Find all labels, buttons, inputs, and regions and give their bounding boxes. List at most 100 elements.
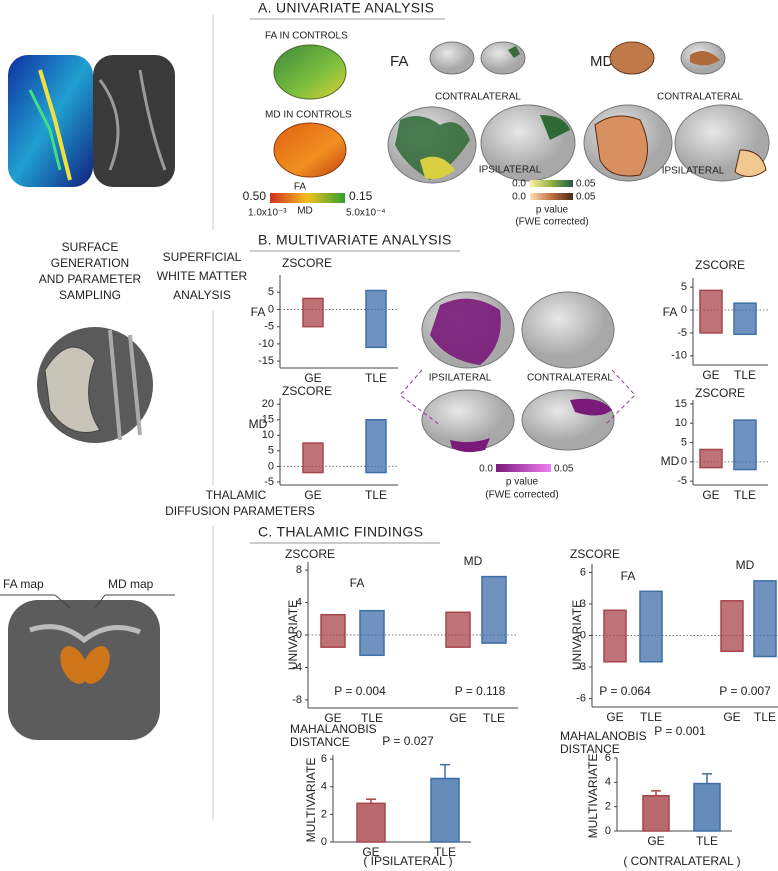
y-tick-label: -5	[677, 327, 687, 339]
hemisphere-label: IPSILATERAL	[479, 165, 542, 176]
p-value: P = 0.007	[719, 684, 771, 698]
x-tick-label: GE	[324, 711, 341, 725]
hemisphere-label: CONTRALATERAL	[527, 373, 613, 384]
scale-label: (FWE corrected)	[485, 490, 558, 501]
x-title: ( CONTRALATERAL )	[623, 854, 740, 868]
dti-image	[8, 55, 175, 187]
y-tick-label: -5	[264, 476, 274, 488]
box	[359, 609, 385, 657]
scale-label: FA	[294, 182, 307, 193]
brain	[421, 389, 515, 451]
y-tick-label: -8	[292, 694, 302, 706]
scale-label: 1.0x10⁻³	[248, 208, 287, 219]
x-tick-label: TLE	[483, 711, 505, 725]
stage-label: SUPERFICIAL	[163, 250, 242, 264]
y-tick-label: 0	[268, 303, 274, 315]
panel-title: C. THALAMIC FINDINGS	[258, 524, 423, 540]
hemisphere-label: CONTRALATERAL	[657, 92, 743, 103]
effect	[570, 398, 612, 416]
x-tick-label: TLE	[696, 834, 718, 848]
x-tick-label: TLE	[754, 710, 776, 724]
p-value: P = 0.027	[382, 734, 434, 748]
box	[699, 289, 723, 334]
hemisphere-label: IPSILATERAL	[429, 373, 492, 384]
box	[320, 613, 346, 648]
y-tick-label: -10	[671, 350, 687, 362]
y-tick-label: 8	[296, 564, 302, 576]
chart-title: MAHALANOBIS	[290, 722, 377, 736]
p-value: P = 0.118	[455, 684, 506, 698]
x-tick-label: TLE	[365, 488, 387, 502]
y-title: ZSCORE	[285, 547, 335, 561]
y-title: ZSCORE	[695, 258, 745, 272]
effect	[420, 156, 455, 179]
y-tick-label: 6	[580, 566, 586, 578]
x-tick-label: GE	[702, 488, 719, 502]
brain	[480, 41, 526, 75]
measure-label: MD	[590, 53, 613, 70]
y-tick-label: 0	[681, 456, 687, 468]
scale-label: 0.0	[479, 464, 493, 475]
brain-label: FA IN CONTROLS	[265, 31, 348, 42]
y-tick-label: 2	[321, 808, 327, 820]
colorbar	[530, 180, 573, 187]
stage-label: THALAMIC	[206, 488, 267, 502]
box	[720, 600, 744, 653]
y-tick-label: 0	[681, 304, 687, 316]
x-title: ( IPSILATERAL )	[363, 854, 452, 868]
bar	[693, 782, 721, 832]
axis-label: MULTIVARIATE	[586, 754, 600, 839]
brain	[609, 41, 655, 75]
row-label: MD	[249, 417, 268, 431]
y-tick-label: 0	[605, 825, 611, 837]
x-tick-label: TLE	[361, 711, 383, 725]
y-tick-label: 0	[321, 836, 327, 848]
group-label: MD	[736, 558, 755, 572]
x-tick-label: GE	[606, 710, 623, 724]
x-tick-label: TLE	[734, 488, 756, 502]
hemisphere-label: CONTRALATERAL	[435, 92, 521, 103]
scale-label: p value	[536, 205, 569, 216]
y-tick-label: 5	[268, 445, 274, 457]
scale-label: 0.05	[554, 464, 574, 475]
bar	[642, 794, 670, 832]
effect	[734, 149, 767, 177]
axis-label: UNIVARIATE	[286, 600, 300, 670]
x-tick-label: GE	[304, 371, 321, 385]
row-label: FA	[251, 305, 266, 319]
scale-label: (FWE corrected)	[515, 217, 588, 228]
effect	[508, 46, 520, 58]
scale-label: p value	[506, 477, 539, 488]
y-title: ZSCORE	[282, 256, 332, 270]
scale-label: 0.0	[512, 179, 526, 190]
scale-label: 5.0x10⁻⁴	[346, 208, 386, 219]
p-value: P = 0.001	[654, 724, 706, 738]
chart-title: DISTANCE	[560, 742, 620, 756]
md-map-label: MD map	[108, 577, 154, 591]
effect	[395, 116, 470, 180]
x-tick-label: TLE	[434, 845, 456, 859]
y-tick-label: 0	[268, 460, 274, 472]
brain	[273, 44, 347, 100]
box	[733, 302, 757, 336]
scale-label: 0.50	[243, 189, 267, 203]
box	[753, 580, 777, 658]
y-tick-label: 5	[681, 436, 687, 448]
x-tick-label: GE	[449, 711, 466, 725]
connector	[399, 369, 636, 426]
effect	[540, 115, 570, 140]
scale-label: 0.15	[349, 189, 373, 203]
y-tick-label: -3	[576, 661, 586, 673]
y-tick-label: -10	[258, 338, 274, 350]
y-tick-label: 15	[262, 414, 274, 426]
p-value: P = 0.004	[334, 684, 386, 698]
box	[603, 609, 627, 663]
box	[445, 611, 471, 648]
panel-title: B. MULTIVARIATE ANALYSIS	[258, 232, 452, 248]
stage-label: GENERATION	[51, 256, 129, 270]
axis-label: MULTIVARIATE	[304, 758, 318, 843]
y-tick-label: 3	[580, 598, 586, 610]
y-tick-label: 4	[296, 596, 302, 608]
y-tick-label: 15	[675, 398, 687, 410]
effect	[594, 115, 648, 177]
